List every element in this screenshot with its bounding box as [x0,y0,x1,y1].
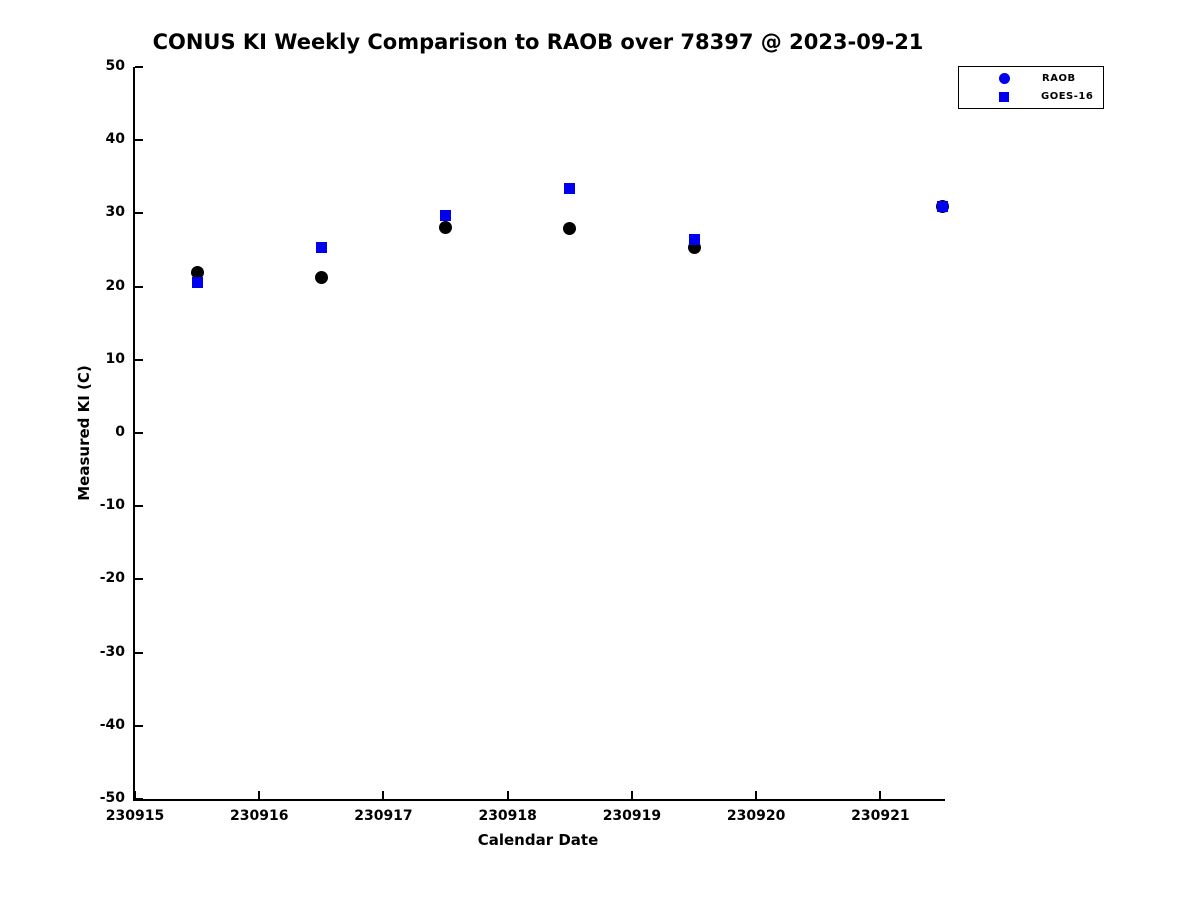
y-tick-label: -20 [99,570,125,587]
chart-title: CONUS KI Weekly Comparison to RAOB over … [152,30,924,54]
x-tick-label: 230917 [354,808,413,824]
y-tick-label: -30 [99,643,125,660]
y-tick [135,139,143,142]
x-tick-label: 230918 [478,808,537,824]
goes16-point [564,183,576,194]
legend-item-goes16: GOES-16 [959,89,1103,104]
goes16-square-icon [999,91,1009,102]
x-tick [630,791,633,799]
plot-area: -50 -40 -30 -20 -10 0 10 20 30 40 50 230915 230916 23… [100,58,949,824]
legend-item-raob: RAOB [959,71,1103,86]
y-tick-label: -40 [99,716,125,733]
y-tick [135,578,143,581]
y-tick-label: 10 [105,350,125,367]
y-tick [135,66,143,68]
goes16-point [315,242,327,254]
y-tick-label: 0 [115,424,125,440]
y-tick [135,358,143,361]
goes16-point [937,200,948,212]
y-tick [135,285,143,288]
goes16-point [191,276,203,288]
legend: RAOB GOES-16 [958,66,1104,109]
raob-point [563,221,577,235]
y-tick-label: -50 [99,790,125,806]
legend-label-raob: RAOB [1042,73,1076,84]
y-tick [135,432,143,434]
y-tick [135,724,143,727]
x-tick [755,791,758,799]
y-axis-label: Measured KI (C) [75,365,93,501]
x-tick-label: 230915 [105,808,165,824]
x-axis-label: Calendar Date [477,831,599,849]
y-tick-label: -10 [99,497,125,514]
x-tick-label: 230921 [851,808,910,824]
goes16-point [688,233,700,245]
raob-circle-icon [999,73,1010,84]
x-tick-label: 230920 [726,808,786,824]
y-tick-label: 40 [105,131,125,148]
legend-label-goes16: GOES-16 [1041,91,1094,102]
y-tick-label: 20 [105,277,125,294]
x-tick-label: 230916 [229,808,289,824]
y-tick [135,505,143,508]
x-tick [258,791,261,799]
x-tick [506,791,509,799]
y-tick [135,798,143,800]
y-tick-label: 50 [105,58,125,74]
goes16-point [440,210,452,222]
y-tick-label: 30 [105,204,125,221]
x-tick-label: 230919 [602,808,662,824]
y-tick [135,212,143,215]
x-tick [382,791,385,799]
raob-point [314,271,328,285]
raob-point [190,266,204,280]
x-tick [134,791,136,799]
x-tick [879,791,882,799]
raob-point [439,220,453,234]
y-tick [135,651,143,654]
